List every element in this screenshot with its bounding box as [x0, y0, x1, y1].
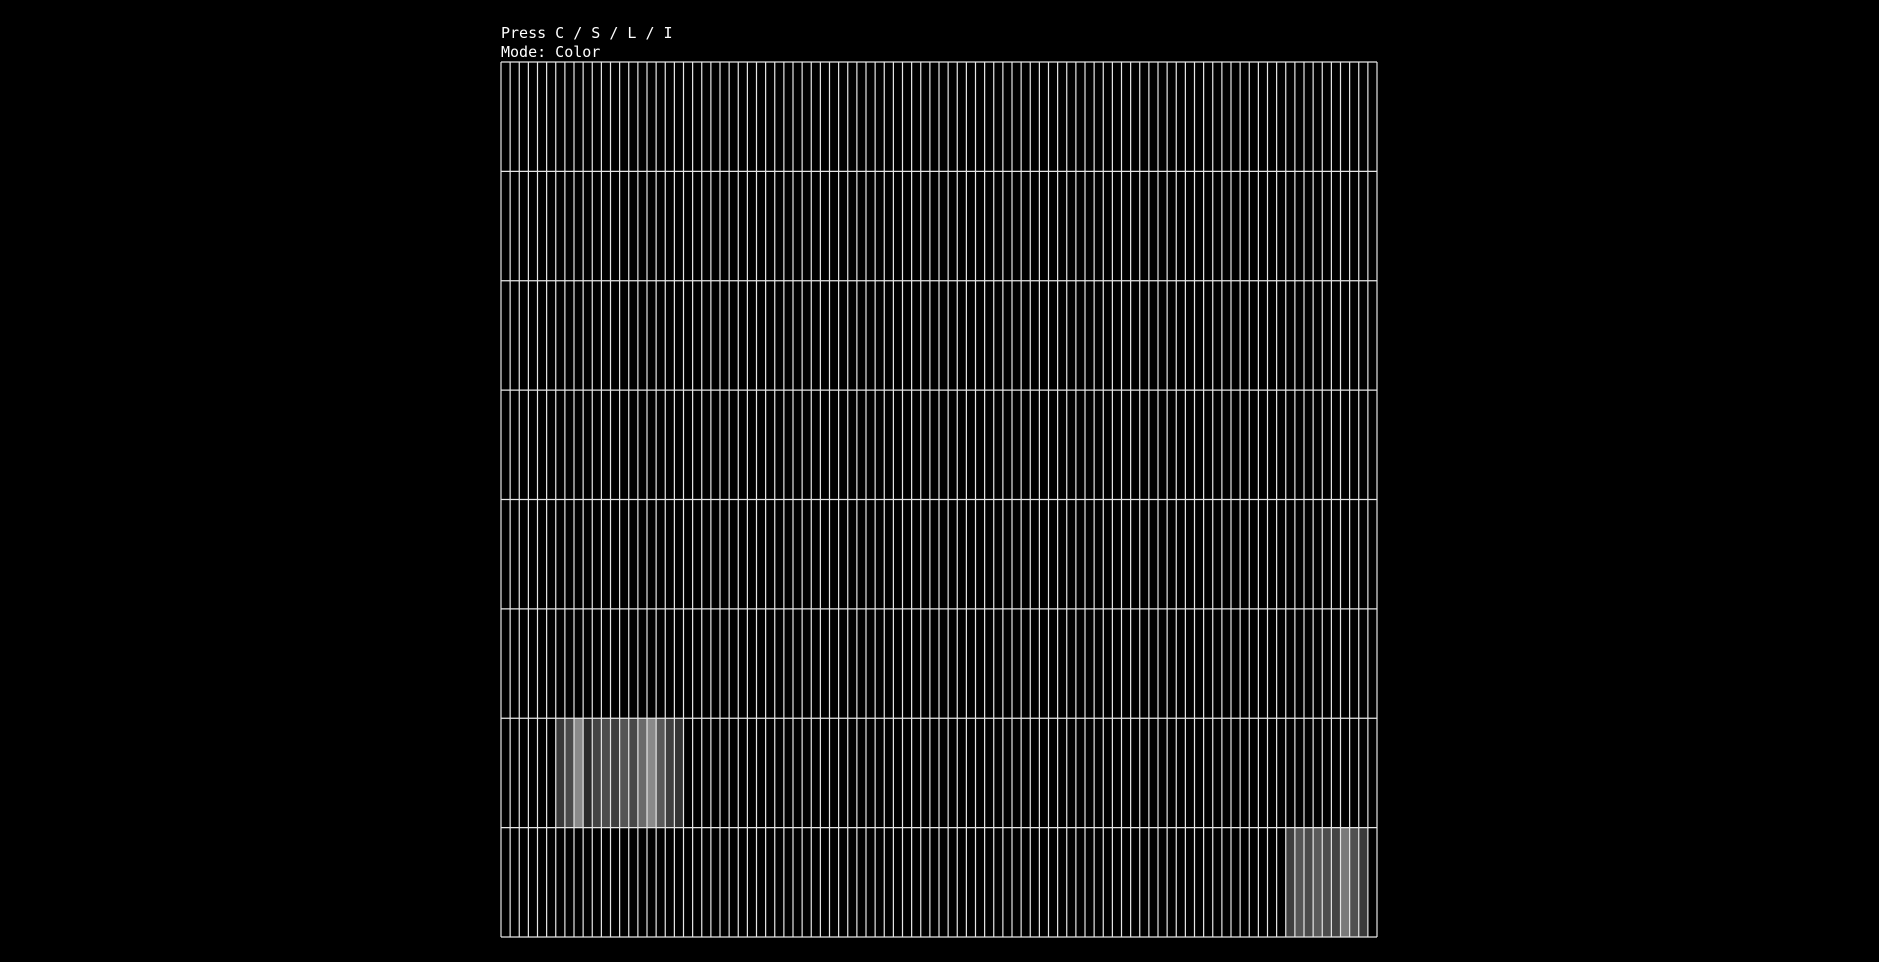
grid-cell: [1358, 827, 1368, 937]
grid-cell: [1349, 827, 1359, 937]
grid-cell: [637, 718, 647, 828]
grid-cell: [1285, 827, 1295, 937]
grid-cell: [1304, 827, 1314, 937]
grid-cell: [674, 718, 684, 828]
grid-cell: [1340, 827, 1350, 937]
grid-cell: [619, 718, 629, 828]
grid-cell: [592, 718, 602, 828]
grid-cell: [601, 718, 611, 828]
grid-cell: [1313, 827, 1323, 937]
grid-lines: [500, 61, 1378, 938]
grid-cell: [628, 718, 638, 828]
grid-cell: [1331, 827, 1341, 937]
grid-cell: [555, 718, 565, 828]
grid-cell: [583, 718, 593, 828]
key-hint: Press C / S / L / I: [501, 24, 673, 42]
grid-cell: [564, 718, 574, 828]
grid-cell: [1294, 827, 1304, 937]
mode-label: Mode: Color: [501, 43, 601, 61]
grid-cell: [647, 718, 657, 828]
grid-cell: [665, 718, 675, 828]
grid-cell: [574, 718, 584, 828]
grid-cell: [1322, 827, 1332, 937]
grid-cell: [656, 718, 666, 828]
grid-cell: [610, 718, 620, 828]
